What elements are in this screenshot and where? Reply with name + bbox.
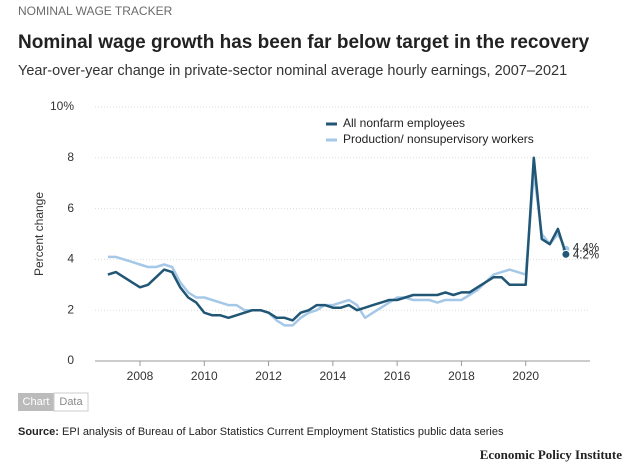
- source: Source: EPI analysis of Bureau of Labor …: [18, 426, 504, 438]
- source-label: Source:: [18, 426, 59, 438]
- kicker: NOMINAL WAGE TRACKER: [18, 4, 173, 18]
- x-tick-label: 2020: [512, 369, 539, 383]
- chart-tab[interactable]: [18, 393, 54, 411]
- brand: Economic Policy Institute: [480, 447, 622, 462]
- chart-title: Nominal wage growth has been far below t…: [18, 32, 590, 53]
- series-line: [107, 156, 568, 322]
- y-axis-label: Percent change: [32, 192, 46, 276]
- data-tab-label[interactable]: Data: [59, 396, 83, 408]
- y-tick-label: 8: [67, 150, 74, 164]
- x-tick-label: 2010: [191, 369, 218, 383]
- x-tick-label: 2008: [127, 369, 154, 383]
- legend-label: All nonfarm employees: [343, 116, 465, 130]
- x-tick-label: 2014: [320, 369, 347, 383]
- x-tick-label: 2018: [448, 369, 475, 383]
- data-tab[interactable]: [53, 392, 89, 412]
- y-tick-label: 10%: [50, 99, 74, 113]
- source-text: EPI analysis of Bureau of Labor Statisti…: [62, 426, 504, 438]
- series-line: [107, 171, 568, 327]
- legend-label: Production/ nonsupervisory workers: [343, 132, 534, 146]
- end-label: 4.2%: [573, 249, 599, 261]
- subtitle: Year-over-year change in private-sector …: [18, 63, 567, 79]
- y-tick-label: 0: [67, 353, 74, 367]
- end-label: 4.4%: [573, 242, 599, 254]
- end-dot: [561, 249, 571, 259]
- y-tick-label: 2: [67, 302, 74, 316]
- y-tick-label: 4: [67, 252, 74, 266]
- y-tick-label: 6: [67, 201, 74, 215]
- x-tick-label: 2012: [255, 369, 282, 383]
- chart-tab-label[interactable]: Chart: [23, 396, 50, 408]
- x-tick-label: 2016: [384, 369, 411, 383]
